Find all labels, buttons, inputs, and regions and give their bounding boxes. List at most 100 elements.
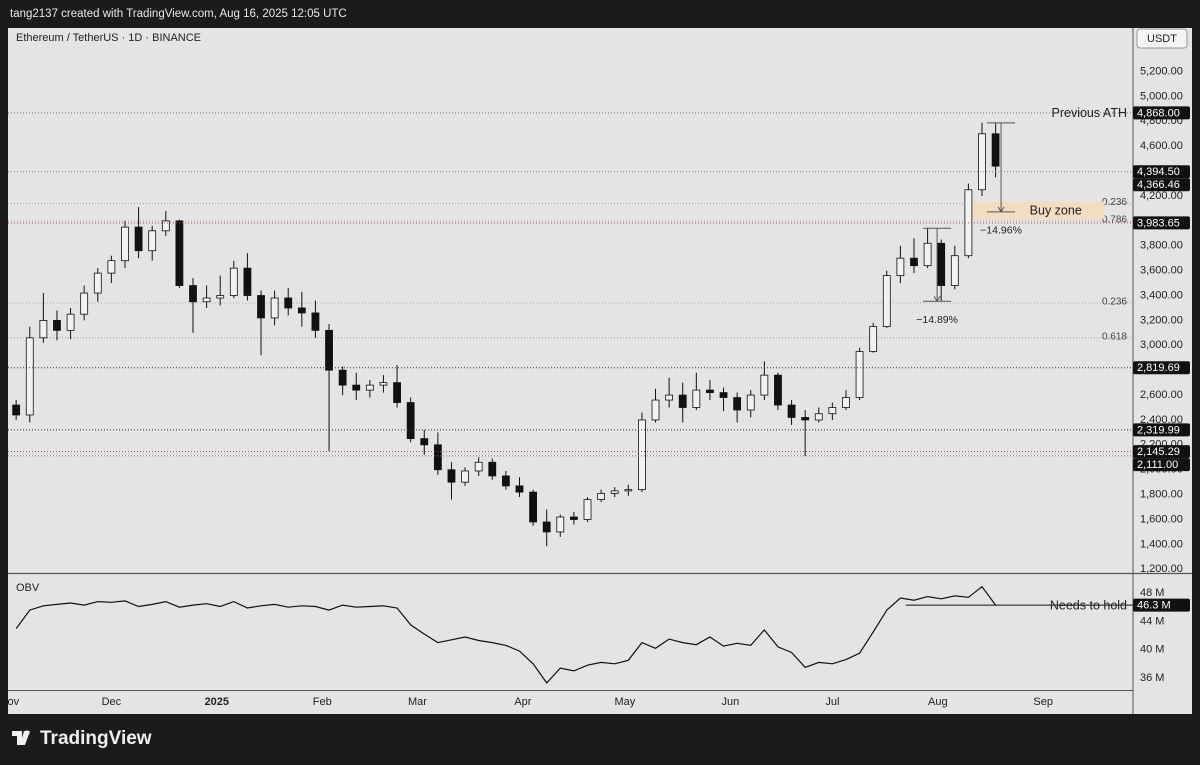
y-tick-label: 3,200.00 bbox=[1140, 314, 1183, 326]
candle-body bbox=[297, 307, 306, 314]
candle-body bbox=[134, 226, 143, 252]
candle-body bbox=[937, 242, 946, 286]
price-tag bbox=[1133, 361, 1190, 375]
candle-body bbox=[651, 399, 660, 421]
candle-body bbox=[570, 516, 578, 520]
price-tag-label: 2,111.00 bbox=[1137, 459, 1178, 471]
candle-body bbox=[66, 313, 75, 331]
candle-body bbox=[379, 382, 388, 386]
candle-body bbox=[393, 382, 401, 403]
x-tick-label: Nov bbox=[0, 696, 20, 708]
y-tick-label: 1,200.00 bbox=[1140, 563, 1183, 575]
candle-body bbox=[719, 392, 728, 398]
candle-body bbox=[352, 384, 361, 391]
y-tick-label: 4,200.00 bbox=[1140, 190, 1183, 202]
candle-body bbox=[665, 394, 674, 401]
y-tick-label: 44 M bbox=[1140, 615, 1164, 627]
candle-body bbox=[229, 267, 238, 296]
indicator-title: OBV bbox=[16, 582, 40, 594]
x-tick-label: Aug bbox=[928, 696, 948, 708]
x-tick-label: May bbox=[615, 696, 636, 708]
candle-body bbox=[53, 320, 61, 331]
candle-body bbox=[760, 374, 769, 396]
y-tick-label: 2,600.00 bbox=[1140, 389, 1183, 401]
candle-body bbox=[107, 260, 116, 274]
measure-arrow bbox=[933, 295, 941, 303]
price-tag-label: 2,145.29 bbox=[1137, 446, 1180, 458]
candle-body bbox=[461, 470, 469, 483]
candle-body bbox=[338, 369, 347, 386]
time-axis: Nov Dec 2025 Feb Mar Apr May Jun Jul Aug Sep bbox=[0, 696, 1053, 708]
x-tick-label: Feb bbox=[313, 696, 332, 708]
candle-body bbox=[420, 438, 429, 446]
candle-body bbox=[923, 242, 932, 267]
candle-body bbox=[624, 489, 633, 492]
candle-body bbox=[529, 491, 537, 523]
candle-body bbox=[842, 397, 850, 408]
y-tick-label: 1,400.00 bbox=[1140, 538, 1183, 550]
y-tick-label: 1,600.00 bbox=[1140, 513, 1183, 525]
y-tick-label: 2,400.00 bbox=[1140, 414, 1183, 426]
candle-body bbox=[216, 295, 225, 299]
logo bbox=[12, 730, 30, 745]
x-tick-label: Jun bbox=[721, 696, 739, 708]
level-note: Previous ATH bbox=[1052, 106, 1128, 120]
candle-body bbox=[882, 275, 891, 328]
candle-body bbox=[692, 389, 701, 408]
candle-body bbox=[978, 133, 986, 191]
credit: tang2137 created with TradingView.com, A… bbox=[10, 8, 347, 20]
measure-label: −14.96% bbox=[980, 225, 1022, 237]
currency-box[interactable] bbox=[1136, 28, 1188, 49]
candle-body bbox=[501, 475, 510, 487]
y-tick-label: 4,600.00 bbox=[1140, 140, 1183, 152]
candle-body bbox=[542, 521, 551, 533]
candle-body bbox=[148, 230, 157, 252]
price-tag-label: 4,394.50 bbox=[1137, 166, 1180, 178]
price-tag-label: 46.3 M bbox=[1137, 600, 1171, 612]
fib-label: 0.786 bbox=[1102, 215, 1127, 226]
candle-body bbox=[189, 285, 197, 303]
candle-body bbox=[774, 374, 782, 406]
candle-body bbox=[610, 490, 619, 494]
price-tag bbox=[1133, 458, 1190, 472]
candle-body bbox=[733, 397, 742, 411]
candle-body bbox=[950, 255, 959, 286]
level-note: Needs to hold bbox=[1050, 598, 1127, 612]
price-tag-label: 3,983.65 bbox=[1137, 217, 1180, 229]
y-tick-label: 1,800.00 bbox=[1140, 489, 1183, 501]
candle-body bbox=[787, 404, 796, 418]
candle-body bbox=[638, 419, 646, 491]
price-tag bbox=[1133, 165, 1190, 179]
candle-body bbox=[12, 404, 21, 416]
y-tick-label: 3,600.00 bbox=[1140, 265, 1183, 277]
price-tag bbox=[1133, 106, 1190, 120]
price-tag-label: 4,868.00 bbox=[1137, 107, 1180, 119]
chart-panel bbox=[8, 28, 1192, 714]
measure-label: −14.89% bbox=[916, 314, 958, 326]
candle-body bbox=[406, 402, 415, 440]
candle-body bbox=[433, 444, 442, 471]
currency[interactable]: USDT bbox=[1147, 33, 1177, 45]
candle-body bbox=[121, 226, 129, 262]
candle-body bbox=[597, 492, 606, 500]
candle-body bbox=[556, 516, 565, 533]
candle-body bbox=[284, 297, 293, 309]
y-tick-label: 36 M bbox=[1140, 672, 1164, 684]
x-tick-label: 2025 bbox=[205, 696, 229, 708]
price-tag-label: 2,819.69 bbox=[1137, 362, 1180, 374]
candle-body bbox=[488, 461, 497, 477]
chart-title: Ethereum / TetherUS · 1D · BINANCE bbox=[16, 32, 201, 44]
candle-body bbox=[311, 312, 320, 331]
candle-body bbox=[202, 297, 211, 303]
price-tag bbox=[1133, 423, 1190, 437]
candle-body bbox=[678, 394, 687, 408]
y-tick-label: 48 M bbox=[1140, 587, 1164, 599]
obv-line bbox=[15, 585, 997, 684]
buy-zone-label: Buy zone bbox=[1030, 204, 1082, 218]
measure-arrow bbox=[997, 206, 1005, 213]
candle-body bbox=[896, 257, 905, 277]
candle-body bbox=[93, 272, 102, 294]
candle-body bbox=[175, 220, 184, 286]
x-tick-label: Jul bbox=[825, 696, 839, 708]
